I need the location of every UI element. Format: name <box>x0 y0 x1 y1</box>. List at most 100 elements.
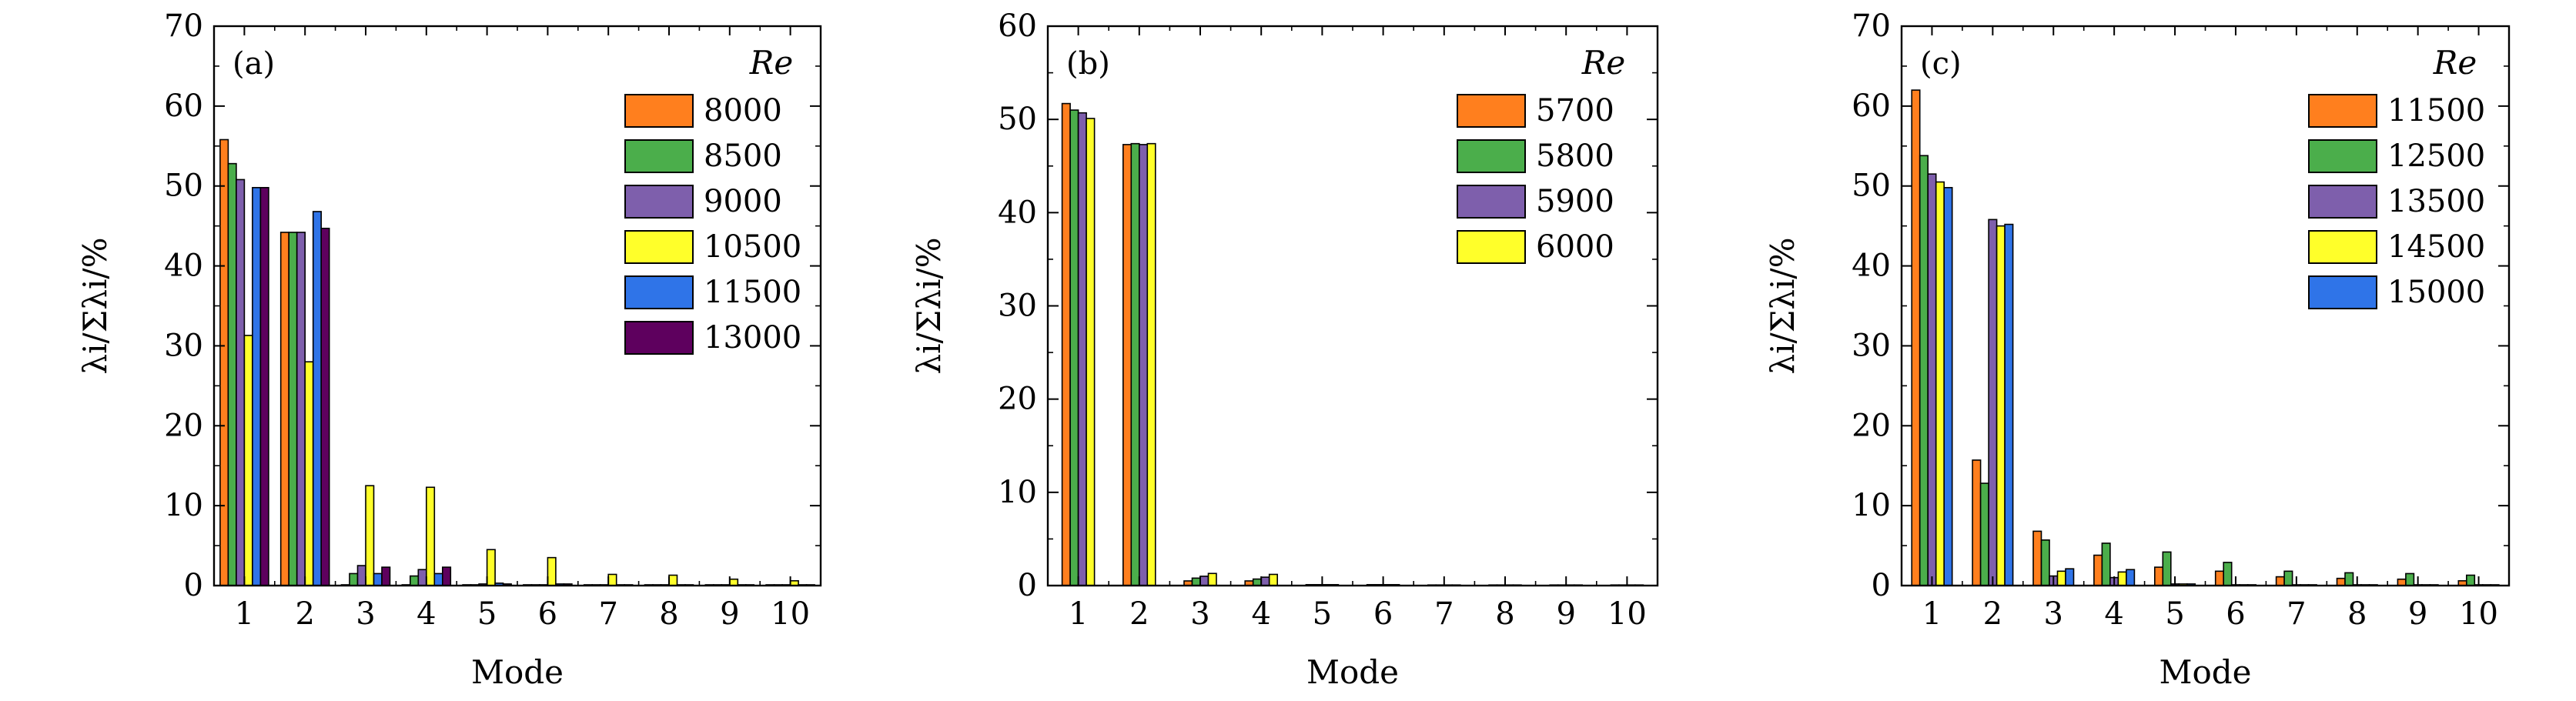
legend-swatch-5900 <box>1457 185 1526 219</box>
y-tick-label: 60 <box>998 8 1037 44</box>
y-tick-label: 20 <box>998 382 1037 417</box>
bar-8500-mode-2 <box>288 232 298 586</box>
y-tick-label: 20 <box>1852 408 1891 443</box>
x-tick-label: 9 <box>720 596 739 632</box>
bar-10500-mode-2 <box>304 361 314 586</box>
y-tick-label: 50 <box>1852 169 1891 204</box>
bar-5800-mode-4 <box>1252 578 1262 586</box>
bar-13000-mode-2 <box>320 227 330 586</box>
x-axis-title: Mode <box>471 653 564 691</box>
bar-13500-mode-1 <box>1927 173 1937 586</box>
x-axis: 1 2 3 4 5 6 7 8 9 10 <box>1069 26 1647 632</box>
bar-12500-mode-3 <box>2040 539 2050 586</box>
legend-label-6000: 6000 <box>1536 229 1614 265</box>
y-tick-label: 70 <box>164 8 203 44</box>
bar-9000-mode-3 <box>356 565 366 586</box>
bar-6000-mode-4 <box>1268 573 1278 586</box>
y-axis-title: λi/Σλi/% <box>910 237 948 374</box>
legend-title: Re <box>1581 44 1625 82</box>
bar-6000-mode-3 <box>1207 572 1217 586</box>
y-tick-label: 70 <box>1852 8 1891 44</box>
chart-panel-2: 0 10 20 30 40 50 60 1 2 3 4 5 6 7 8 9 10 Mode λi/Σλi/% (b) R… <box>910 8 1659 691</box>
x-tick-label: 1 <box>1922 596 1942 632</box>
x-tick-label: 2 <box>295 596 314 632</box>
x-tick-label: 10 <box>2459 596 2498 632</box>
bar-15000-mode-1 <box>1943 186 1953 586</box>
x-tick-label: 1 <box>235 596 254 632</box>
bar-10500-mode-3 <box>365 485 375 586</box>
y-tick-label: 60 <box>164 88 203 124</box>
legend-label-10500: 10500 <box>704 229 801 265</box>
bar-12500-mode-4 <box>2101 542 2111 586</box>
legend-label-8500: 8500 <box>704 139 782 174</box>
bar-6000-mode-1 <box>1086 118 1096 586</box>
bar-5900-mode-4 <box>1260 576 1270 586</box>
x-tick-label: 8 <box>2347 596 2367 632</box>
bar-11500-mode-3 <box>373 572 383 586</box>
x-tick-label: 6 <box>538 596 557 632</box>
bar-10500-mode-5 <box>486 549 496 586</box>
bar-5700-mode-2 <box>1122 144 1132 586</box>
x-tick-label: 7 <box>598 596 617 632</box>
x-tick-label: 7 <box>2287 596 2306 632</box>
x-tick-label: 2 <box>1129 596 1149 632</box>
x-axis-title: Mode <box>2159 653 2251 691</box>
bar-14500-mode-1 <box>1935 181 1945 586</box>
bar-8000-mode-2 <box>279 232 290 586</box>
bar-12500-mode-7 <box>2283 570 2293 586</box>
x-axis-title: Mode <box>1306 653 1399 691</box>
legend-swatch-13000 <box>624 321 694 355</box>
bar-6000-mode-2 <box>1146 142 1156 586</box>
legend-label-15000: 15000 <box>2387 275 2485 310</box>
bar-8000-mode-1 <box>219 139 229 586</box>
x-tick-label: 5 <box>1313 596 1332 632</box>
bar-14500-mode-4 <box>2117 571 2127 586</box>
x-tick-label: 9 <box>2408 596 2427 632</box>
y-tick-label: 30 <box>1852 328 1891 363</box>
panel-label: (a) <box>233 46 275 82</box>
x-tick-label: 3 <box>2044 596 2063 632</box>
bar-14500-mode-2 <box>1996 225 2006 586</box>
legend-swatch-11500 <box>2308 94 2377 128</box>
bar-5900-mode-3 <box>1199 576 1209 586</box>
y-tick-label: 20 <box>164 408 203 443</box>
y-tick-label: 10 <box>1852 488 1891 523</box>
legend-swatch-5800 <box>1457 139 1526 173</box>
bar-10500-mode-7 <box>607 573 617 586</box>
y-tick-label: 0 <box>1872 568 1891 603</box>
bar-14500-mode-3 <box>2056 570 2066 586</box>
x-tick-label: 1 <box>1069 596 1088 632</box>
bar-9000-mode-4 <box>417 569 427 586</box>
legend-swatch-9000 <box>624 185 694 219</box>
bar-12500-mode-2 <box>1979 482 1989 586</box>
legend-title: Re <box>749 44 793 82</box>
bar-11500-mode-1 <box>252 186 262 586</box>
legend-label-13500: 13500 <box>2387 184 2485 219</box>
x-tick-label: 8 <box>1495 596 1514 632</box>
legend-label-13000: 13000 <box>704 320 801 356</box>
y-tick-label: 30 <box>998 289 1037 324</box>
legend-label-11500: 11500 <box>2387 93 2485 129</box>
legend-title: Re <box>2433 44 2477 82</box>
y-tick-label: 10 <box>164 488 203 523</box>
chart-panel-1: 0 10 20 30 40 50 60 70 1 2 3 4 5 6 7 8 9 10 Mode λi/Σλi/% (a… <box>76 8 822 691</box>
x-axis: 1 2 3 4 5 6 7 8 9 10 <box>235 26 810 632</box>
bar-11500-mode-9 <box>2397 578 2407 586</box>
bar-10500-mode-9 <box>728 578 739 586</box>
bar-5700-mode-1 <box>1061 102 1071 586</box>
x-tick-label: 4 <box>1251 596 1270 632</box>
bar-11500-mode-6 <box>2214 570 2224 586</box>
legend: Re 8000 8500 9000 10500 11500 13000 <box>624 44 801 356</box>
bar-5800-mode-3 <box>1191 577 1201 586</box>
bar-5800-mode-1 <box>1069 109 1079 586</box>
x-tick-label: 4 <box>417 596 436 632</box>
legend-label-8000: 8000 <box>704 93 782 129</box>
legend-label-5900: 5900 <box>1536 184 1614 219</box>
bar-11500-mode-2 <box>1972 459 1982 586</box>
bar-12500-mode-10 <box>2466 574 2476 586</box>
bar-5900-mode-1 <box>1077 112 1087 586</box>
y-tick-label: 10 <box>998 475 1037 510</box>
x-tick-label: 7 <box>1434 596 1454 632</box>
y-axis: 0 10 20 30 40 50 60 70 <box>1852 8 2509 603</box>
panel-label: (c) <box>1920 46 1962 82</box>
